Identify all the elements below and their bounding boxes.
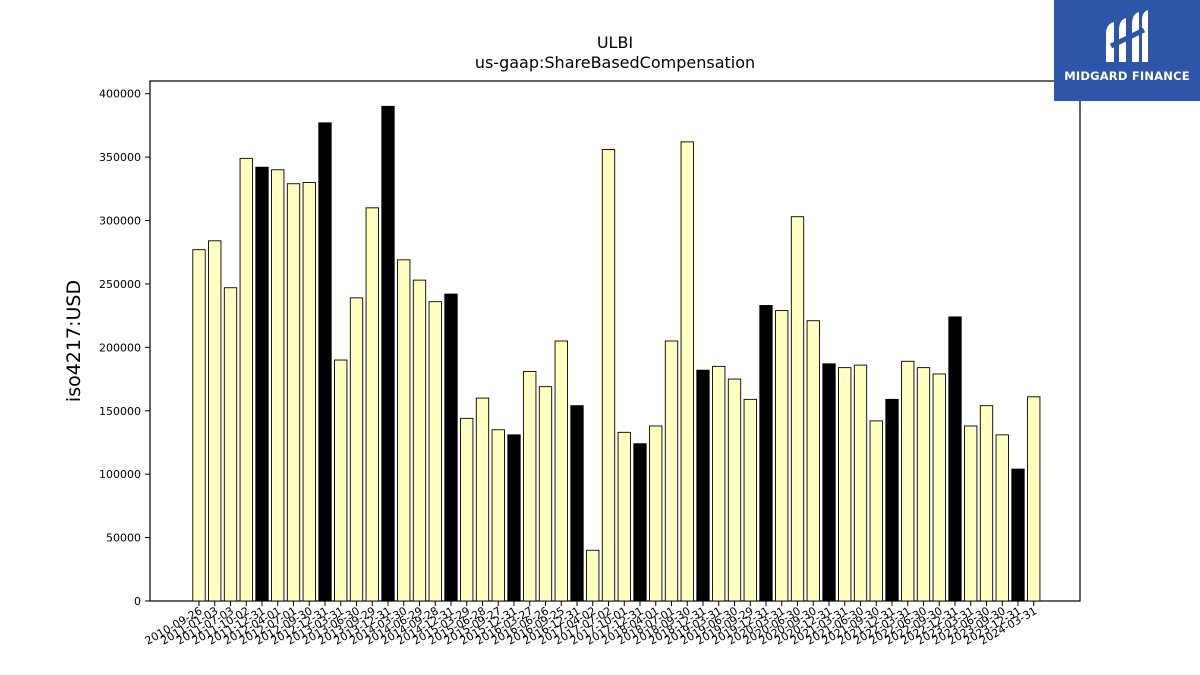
bar (365, 207, 379, 602)
bar (239, 157, 253, 602)
bar (349, 297, 364, 602)
bar (192, 249, 206, 602)
bar (570, 405, 584, 602)
bar (932, 373, 946, 602)
bar (948, 316, 962, 602)
bar (712, 365, 726, 602)
bar (664, 340, 679, 602)
bar (397, 259, 411, 602)
y-tick-label: 250000 (99, 278, 141, 291)
bar (428, 301, 442, 602)
bar (853, 364, 868, 602)
bar (1011, 468, 1025, 602)
midgard-finance-logo: MIDGARD FINANCE (1054, 0, 1200, 101)
y-tick-label: 350000 (99, 151, 141, 164)
bar (302, 182, 316, 602)
y-tick-label: 200000 (99, 341, 141, 354)
bar (255, 166, 269, 602)
bar (271, 169, 285, 602)
bar (491, 429, 505, 602)
bar (822, 363, 836, 602)
bar (381, 105, 395, 602)
y-tick-label: 400000 (99, 88, 141, 101)
bar (460, 417, 474, 602)
bar (633, 443, 647, 602)
bar (601, 149, 616, 602)
bar (979, 405, 994, 602)
bar (696, 369, 710, 602)
bar (334, 359, 348, 602)
bar (995, 434, 1009, 602)
bar (869, 420, 883, 602)
chart-subtitle: us-gaap:ShareBasedCompensation (474, 53, 756, 72)
bar (790, 216, 805, 602)
bar (444, 293, 458, 602)
bar (475, 397, 490, 602)
bar (208, 240, 222, 602)
bar (617, 431, 631, 602)
bar (649, 425, 663, 602)
bar (727, 378, 742, 602)
bar (743, 398, 757, 602)
bar (759, 305, 773, 602)
logo-text: MIDGARD FINANCE (1064, 69, 1190, 83)
bar (286, 183, 301, 602)
y-tick-label: 300000 (99, 215, 141, 228)
bar (901, 360, 915, 602)
bar (680, 141, 694, 602)
y-axis-label: iso4217:USD (63, 280, 85, 402)
y-tick-label: 100000 (99, 468, 141, 481)
bar (586, 549, 600, 602)
bar (523, 370, 537, 602)
y-tick-label: 150000 (99, 405, 141, 418)
bar (775, 310, 789, 602)
bar (538, 386, 553, 602)
bar (838, 367, 852, 602)
bar (885, 398, 899, 602)
bar (1027, 396, 1041, 602)
bar (806, 320, 820, 602)
midgard-m-logo-icon (1106, 10, 1148, 62)
bar (554, 340, 568, 602)
bar (507, 434, 521, 602)
y-tick-label: 50000 (106, 532, 141, 545)
chart-title: ULBI (596, 33, 634, 52)
bar (223, 287, 238, 602)
bar (318, 122, 332, 602)
bar (412, 279, 427, 602)
bar (916, 367, 931, 602)
bar (964, 425, 978, 602)
y-tick-label: 0 (134, 595, 141, 608)
